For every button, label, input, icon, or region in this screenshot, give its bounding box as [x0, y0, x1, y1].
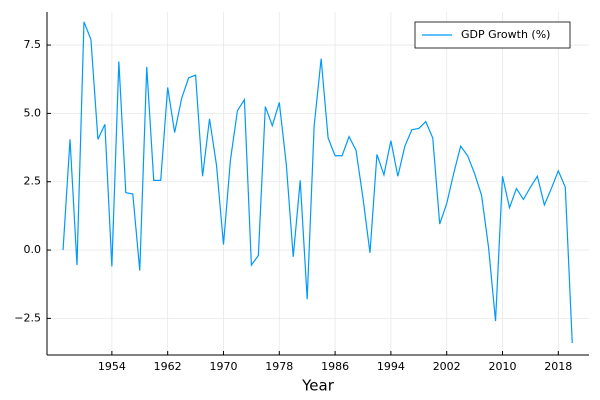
y-tick-label: −2.5 — [14, 311, 41, 324]
x-tick-label: 2018 — [544, 360, 572, 373]
y-tick-label: 2.5 — [24, 175, 42, 188]
x-tick-label: 1978 — [265, 360, 293, 373]
x-tick-label: 1986 — [321, 360, 349, 373]
x-tick-label: 1994 — [377, 360, 405, 373]
y-tick-label: 5.0 — [24, 106, 42, 119]
data-line — [62, 21, 573, 343]
x-tick-label: 1962 — [154, 360, 182, 373]
x-tick-label: 2010 — [489, 360, 517, 373]
y-tick-label: 0.0 — [24, 243, 42, 256]
x-tick-label: 1954 — [98, 360, 126, 373]
x-axis-label: Year — [301, 377, 335, 395]
x-tick-label: 2002 — [433, 360, 461, 373]
x-tick-label: 1970 — [209, 360, 237, 373]
y-tick-label: 7.5 — [24, 38, 42, 51]
legend-label: GDP Growth (%) — [461, 28, 550, 41]
